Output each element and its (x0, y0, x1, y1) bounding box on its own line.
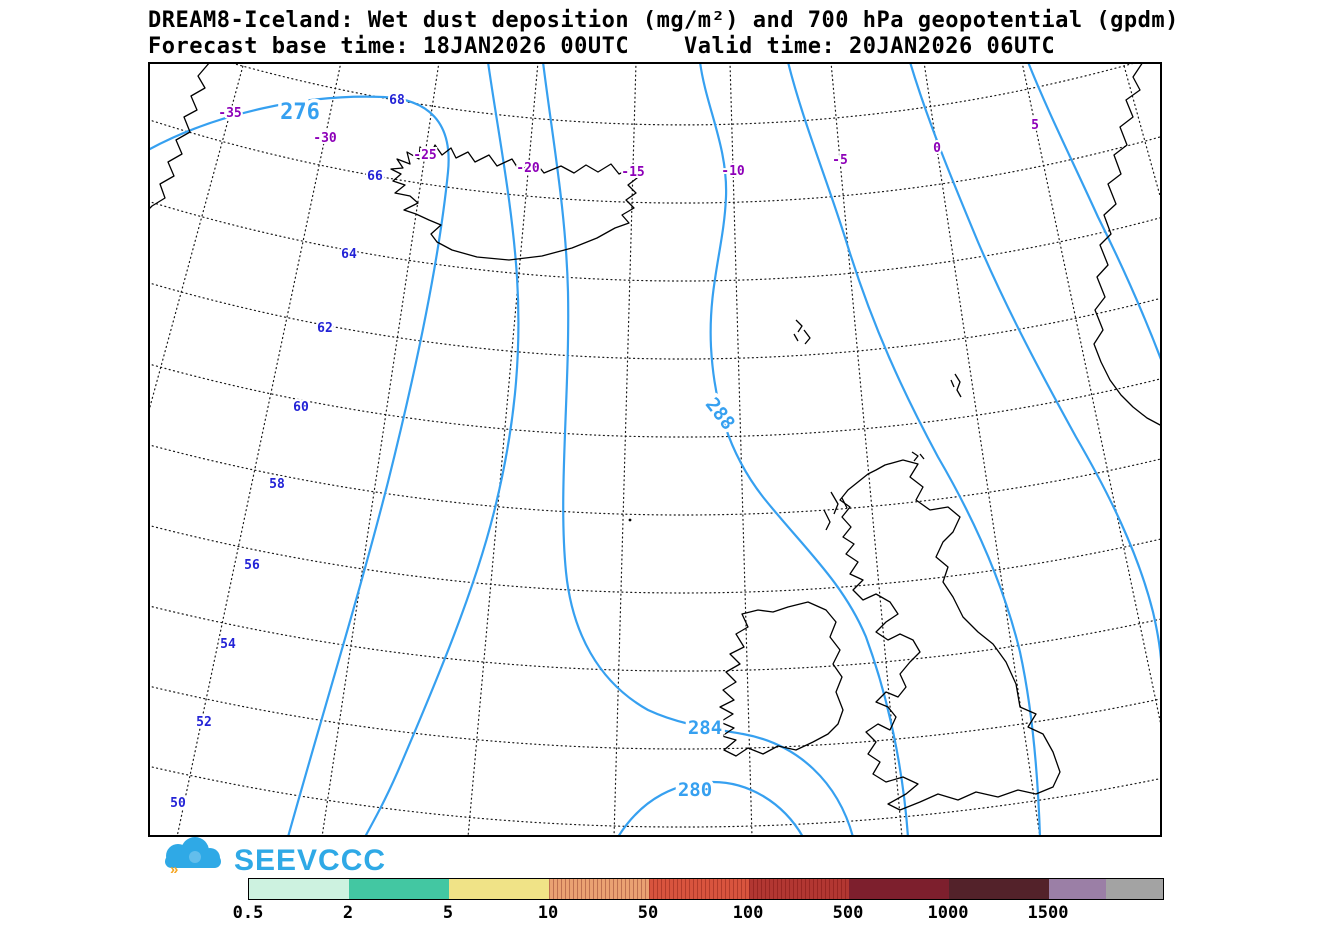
map-subtitle: Forecast base time: 18JAN2026 00UTC Vali… (148, 34, 1056, 59)
lat-label: 66 (367, 169, 383, 184)
seevccc-logo: » SEEVCCC (148, 836, 448, 882)
longitude-labels: -35 -30 -25 -20 -15 -10 -5 0 5 (216, 104, 1041, 182)
geopotential-contours (146, 60, 1164, 839)
colorbar-tick-label: 5 (442, 903, 454, 923)
colorbar-tick-label: 50 (637, 903, 659, 923)
colorbar-tick-label: 10 (537, 903, 559, 923)
coast-great-britain (839, 459, 1061, 811)
coast-islet (628, 518, 632, 522)
lon-label: -15 (621, 165, 644, 180)
colorbar-tick-label: 500 (832, 903, 864, 923)
lon-label: 5 (1031, 118, 1039, 133)
colorbar-segment (449, 879, 549, 899)
deposition-colorbar (248, 878, 1164, 900)
coast-greenland (147, 61, 211, 211)
lat-label: 64 (341, 247, 357, 262)
lat-label: 56 (244, 558, 260, 573)
lon-label: -10 (721, 164, 745, 179)
map-title: DREAM8-Iceland: Wet dust deposition (mg/… (148, 8, 1179, 33)
contour-label-288: 288 (701, 394, 739, 435)
colorbar-segment (649, 879, 749, 899)
coast-orkney (911, 451, 925, 462)
coast-ireland (719, 601, 844, 757)
logo-chevron-icon: » (170, 861, 178, 878)
colorbar-segment (1106, 879, 1163, 899)
lat-label: 58 (269, 477, 285, 492)
lat-label: 54 (220, 637, 236, 652)
lat-label: 62 (317, 321, 333, 336)
map-border (148, 62, 1162, 837)
coast-norway (1093, 61, 1163, 427)
colorbar-segment (949, 879, 1049, 899)
colorbar-tick-label: 1500 (1027, 903, 1069, 923)
lon-label: -20 (516, 161, 540, 176)
colorbar-segment (349, 879, 449, 899)
lon-label: 0 (933, 141, 941, 156)
lat-label: 60 (293, 400, 309, 415)
lon-label: -30 (313, 131, 337, 146)
colorbar-tick-label: 2 (342, 903, 354, 923)
coast-hebrides (823, 491, 848, 531)
contour-label-276: 276 (280, 100, 320, 125)
colorbar-tick-labels: 0.5 2 5 10 50 100 500 1000 1500 (218, 903, 1178, 923)
lon-label: -5 (832, 153, 848, 168)
coast-iceland (390, 144, 638, 261)
colorbar-segment (749, 879, 849, 899)
coast-shetland (950, 373, 962, 398)
cloud-highlight (189, 851, 201, 863)
colorbar-segment (849, 879, 949, 899)
colorbar-tick-label: 1000 (927, 903, 969, 923)
colorbar-segment (1049, 879, 1106, 899)
seevccc-logo-svg: » SEEVCCC (165, 837, 386, 878)
contour-label-284: 284 (688, 717, 722, 739)
weather-map: -35 -30 -25 -20 -15 -10 -5 0 5 68 66 64 … (146, 60, 1164, 839)
logo-text: SEEVCCC (234, 844, 386, 877)
contour-label-280: 280 (678, 779, 712, 801)
lon-label: -25 (413, 148, 436, 163)
latitude-labels: 68 66 64 62 60 58 56 54 52 50 (168, 91, 407, 813)
coastlines (147, 61, 1163, 811)
coast-faroe-islands (793, 319, 811, 345)
colorbar-segment (549, 879, 649, 899)
colorbar-tick-label: 100 (732, 903, 764, 923)
cloud-icon (165, 837, 221, 868)
lat-label: 50 (170, 796, 186, 811)
title-block: DREAM8-Iceland: Wet dust deposition (mg/… (148, 8, 1179, 60)
lat-label: 68 (389, 93, 405, 108)
colorbar-tick-label: 0.5 (232, 903, 264, 923)
colorbar-segment (249, 879, 349, 899)
lon-label: -35 (218, 106, 241, 121)
lat-label: 52 (196, 715, 212, 730)
graticule (147, 61, 1163, 838)
map-area: -35 -30 -25 -20 -15 -10 -5 0 5 68 66 64 … (146, 60, 1164, 839)
